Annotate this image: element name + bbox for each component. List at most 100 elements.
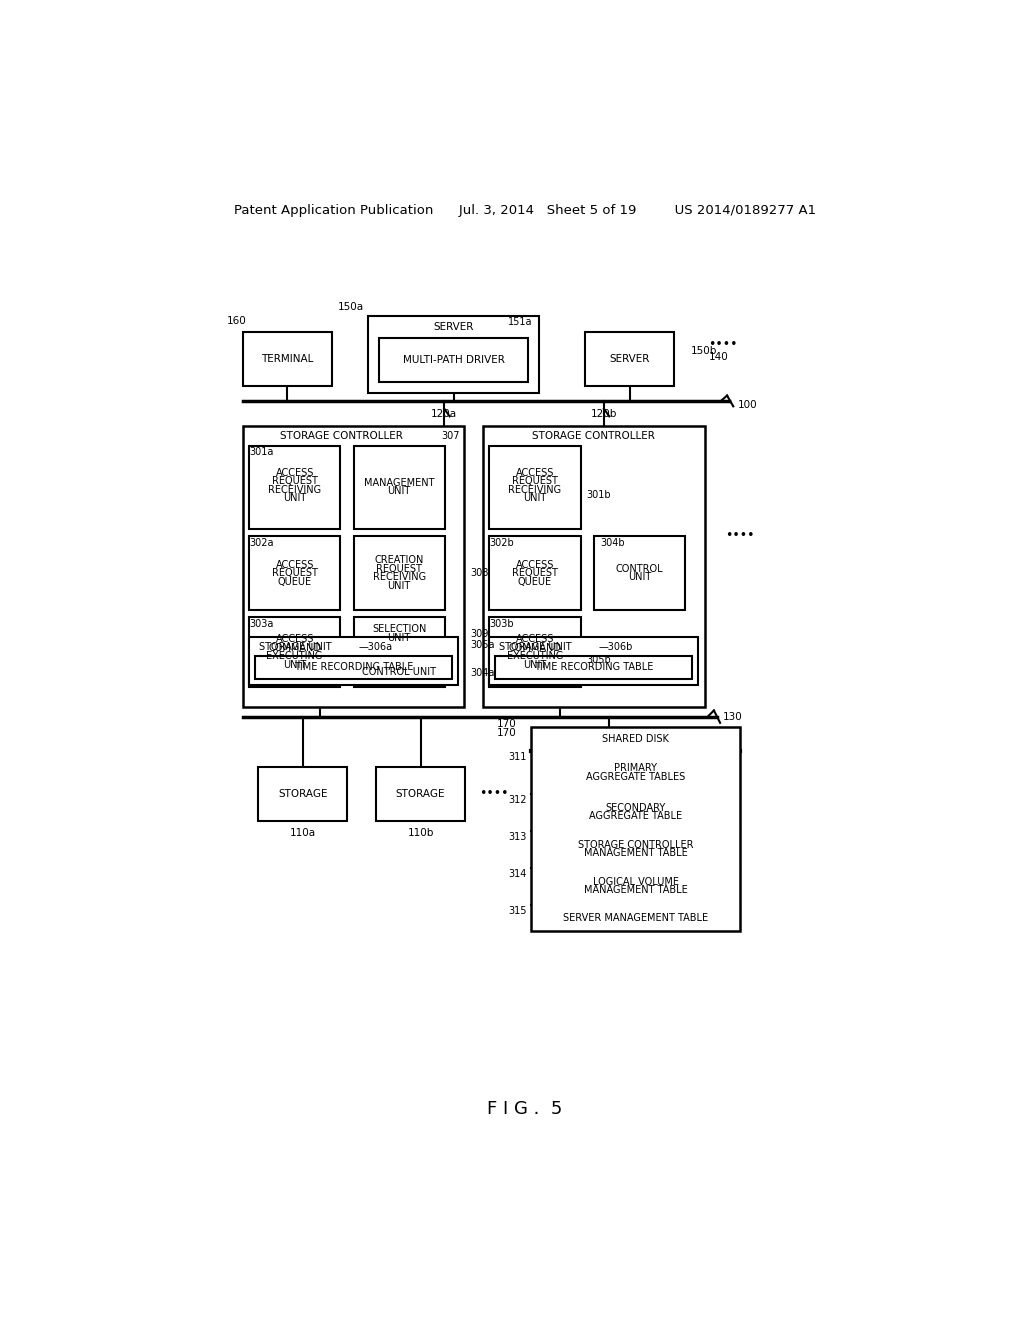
Text: STORAGE CONTROLLER: STORAGE CONTROLLER — [532, 432, 655, 441]
Text: SERVER MANAGEMENT TABLE: SERVER MANAGEMENT TABLE — [563, 913, 709, 923]
Text: —306a: —306a — [358, 642, 392, 652]
Text: 302a: 302a — [249, 539, 273, 548]
Text: 305b: 305b — [587, 655, 611, 665]
Bar — [243, 426, 464, 708]
Bar — [249, 618, 340, 686]
Text: CONTROL UNIT: CONTROL UNIT — [362, 667, 436, 677]
Text: ACCESS: ACCESS — [275, 469, 313, 478]
Text: 304a: 304a — [471, 668, 495, 677]
Text: 110a: 110a — [290, 828, 315, 838]
Text: 130: 130 — [723, 711, 742, 722]
Text: REQUEST: REQUEST — [512, 568, 558, 578]
Text: 303b: 303b — [489, 619, 514, 628]
Bar — [379, 338, 528, 383]
Text: TIME RECORDING TABLE: TIME RECORDING TABLE — [535, 663, 653, 672]
Text: ••••: •••• — [708, 338, 737, 351]
Text: CREATION: CREATION — [375, 556, 424, 565]
Text: ACCESS: ACCESS — [275, 635, 313, 644]
Text: CONTROL: CONTROL — [615, 564, 664, 574]
Text: 150b: 150b — [690, 346, 717, 356]
Text: REQUEST: REQUEST — [271, 477, 317, 486]
Text: 160: 160 — [226, 315, 247, 326]
Text: ACCESS: ACCESS — [275, 560, 313, 569]
Bar — [258, 767, 347, 821]
Bar — [496, 656, 692, 678]
Text: SERVER: SERVER — [609, 354, 650, 363]
Text: UNIT: UNIT — [523, 660, 547, 669]
Text: RECEIVING: RECEIVING — [268, 484, 322, 495]
Bar — [376, 767, 465, 821]
Bar — [489, 618, 581, 686]
Text: 170: 170 — [498, 727, 517, 738]
Text: 309: 309 — [471, 630, 488, 639]
Bar — [489, 446, 581, 529]
Text: MANAGEMENT: MANAGEMENT — [364, 478, 434, 488]
Text: 301a: 301a — [249, 447, 273, 457]
Text: MANAGEMENT TABLE: MANAGEMENT TABLE — [584, 849, 687, 858]
Text: 304b: 304b — [600, 539, 625, 548]
Text: RECEIVING: RECEIVING — [508, 484, 561, 495]
Text: REQUEST: REQUEST — [376, 564, 422, 574]
Bar — [353, 657, 445, 686]
Bar — [255, 656, 452, 678]
Text: STORAGE: STORAGE — [396, 788, 445, 799]
Text: RECEIVING: RECEIVING — [373, 573, 426, 582]
Text: 150a: 150a — [338, 302, 365, 312]
Text: MULTI-PATH DRIVER: MULTI-PATH DRIVER — [402, 355, 505, 366]
Text: 312: 312 — [508, 795, 526, 805]
Bar — [243, 331, 332, 385]
Text: F I G .  5: F I G . 5 — [487, 1101, 562, 1118]
Text: SERVER: SERVER — [433, 322, 474, 333]
Text: 151a: 151a — [508, 317, 532, 327]
Text: ••••: •••• — [725, 529, 755, 543]
Text: 303a: 303a — [249, 619, 273, 628]
Text: 314: 314 — [508, 869, 526, 879]
Text: TERMINAL: TERMINAL — [261, 354, 313, 363]
Text: PRIMARY: PRIMARY — [614, 763, 657, 774]
Text: UNIT: UNIT — [283, 494, 306, 503]
Text: STORAGE: STORAGE — [278, 788, 328, 799]
Text: —306b: —306b — [598, 642, 633, 652]
Text: 302b: 302b — [489, 539, 514, 548]
Bar — [594, 536, 685, 610]
Text: 315: 315 — [508, 906, 526, 916]
Text: REQUEST: REQUEST — [271, 568, 317, 578]
Bar — [369, 317, 539, 393]
Text: 170: 170 — [498, 718, 517, 729]
Text: AGGREGATE TABLE: AGGREGATE TABLE — [589, 812, 682, 821]
Text: ACCESS: ACCESS — [516, 560, 554, 569]
Text: Patent Application Publication      Jul. 3, 2014   Sheet 5 of 19         US 2014: Patent Application Publication Jul. 3, 2… — [233, 205, 816, 218]
Text: TIME RECORDING TABLE: TIME RECORDING TABLE — [294, 663, 414, 672]
Text: ••••: •••• — [479, 787, 509, 800]
Bar — [353, 618, 445, 649]
Text: AGGREGATE TABLES: AGGREGATE TABLES — [586, 772, 685, 781]
Text: UNIT: UNIT — [388, 632, 411, 643]
Bar — [353, 446, 445, 529]
Text: SELECTION: SELECTION — [372, 624, 426, 634]
Text: COMMAND: COMMAND — [268, 643, 322, 652]
Bar — [483, 426, 705, 708]
Text: REQUEST: REQUEST — [512, 477, 558, 486]
Bar — [249, 446, 340, 529]
Bar — [249, 638, 458, 685]
Text: 313: 313 — [508, 832, 526, 842]
Text: ACCESS: ACCESS — [516, 635, 554, 644]
Bar — [249, 536, 340, 610]
Text: COMMAND: COMMAND — [508, 643, 561, 652]
Text: 301b: 301b — [587, 490, 611, 500]
Text: 308: 308 — [471, 568, 488, 578]
Text: SHARED DISK: SHARED DISK — [602, 734, 669, 744]
Bar — [489, 536, 581, 610]
Text: 307: 307 — [441, 432, 460, 441]
Text: 110b: 110b — [408, 828, 434, 838]
Text: UNIT: UNIT — [388, 581, 411, 591]
Text: QUEUE: QUEUE — [278, 577, 311, 586]
Bar — [586, 331, 675, 385]
Text: 305a: 305a — [471, 640, 495, 649]
Text: STORAGE UNIT: STORAGE UNIT — [259, 642, 332, 652]
Text: STORAGE UNIT: STORAGE UNIT — [500, 642, 572, 652]
Text: STORAGE CONTROLLER: STORAGE CONTROLLER — [578, 840, 693, 850]
Text: UNIT: UNIT — [388, 487, 411, 496]
Text: UNIT: UNIT — [283, 660, 306, 669]
Text: 311: 311 — [508, 752, 526, 763]
